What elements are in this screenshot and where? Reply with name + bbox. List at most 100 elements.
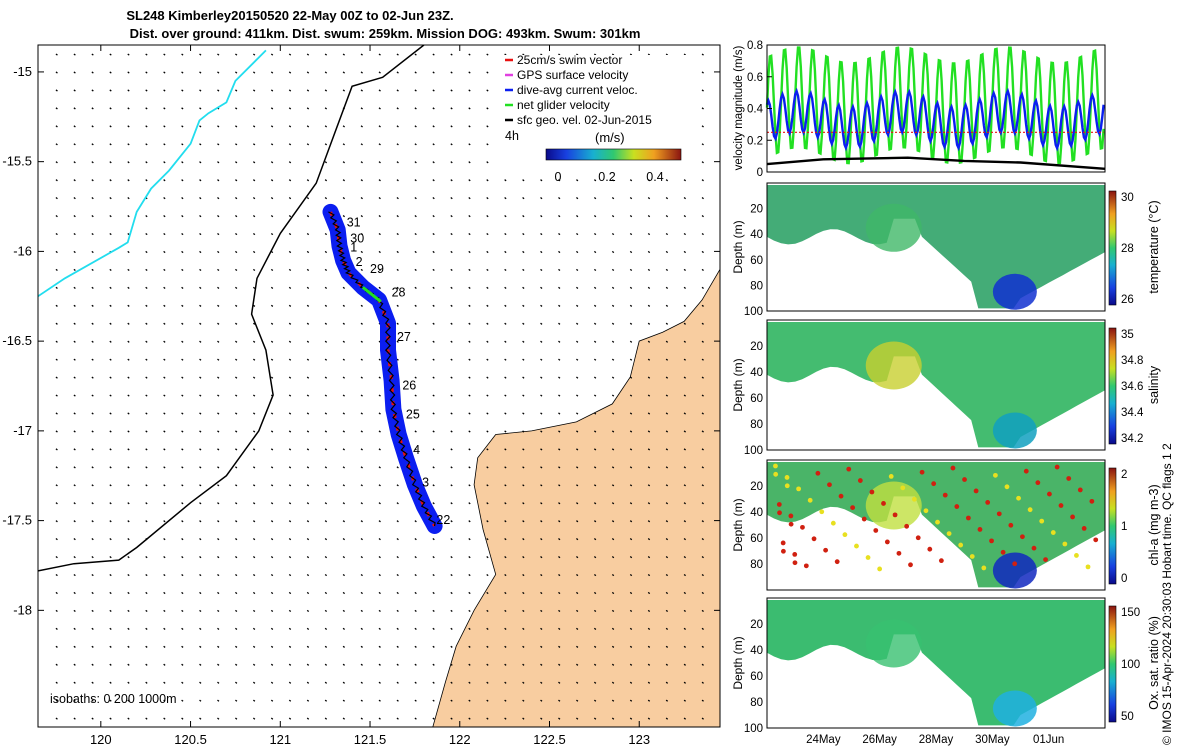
velocity-arrow bbox=[252, 107, 256, 110]
velocity-arrow bbox=[576, 358, 579, 361]
velocity-arrow bbox=[181, 394, 184, 397]
velocity-arrow bbox=[109, 232, 112, 236]
velocity-arrow bbox=[288, 179, 292, 182]
velocity-arrow bbox=[199, 448, 202, 451]
velocity-arrow bbox=[396, 71, 399, 74]
velocity-arrow bbox=[647, 179, 651, 182]
velocity-arrow bbox=[576, 322, 579, 325]
chl-sample-point bbox=[1085, 564, 1091, 570]
velocity-arrow bbox=[558, 555, 561, 559]
chl-sample-point bbox=[811, 536, 817, 542]
velocity-arrow bbox=[181, 555, 184, 559]
velocity-arrow bbox=[127, 717, 130, 720]
velocity-arrow bbox=[324, 107, 328, 110]
velocity-arrow bbox=[109, 322, 112, 325]
velocity-arrow bbox=[235, 466, 238, 469]
velocity-arrow bbox=[288, 538, 292, 541]
velocity-arrow bbox=[288, 53, 292, 56]
velocity-arrow bbox=[683, 699, 687, 702]
velocity-arrow bbox=[163, 430, 166, 433]
velocity-arrow bbox=[576, 663, 579, 666]
velocity-arrow bbox=[163, 609, 166, 613]
velocity-arrow bbox=[683, 502, 687, 505]
velocity-arrow bbox=[360, 573, 363, 577]
velocity-arrow bbox=[199, 663, 202, 666]
velocity-arrow bbox=[450, 322, 453, 325]
velocity-arrow bbox=[522, 197, 525, 200]
velocity-arrow bbox=[127, 627, 130, 630]
velocity-arrow bbox=[324, 520, 328, 523]
velocity-arrow bbox=[342, 717, 346, 720]
velocity-arrow bbox=[306, 466, 310, 469]
colorbar-tick-2: 0.4 bbox=[646, 170, 663, 184]
velocity-arrow bbox=[252, 340, 256, 343]
velocity-arrow bbox=[629, 53, 633, 56]
velocity-arrow bbox=[450, 430, 453, 433]
velocity-arrow bbox=[199, 304, 202, 307]
velocity-arrow bbox=[235, 394, 238, 397]
velocity-tick-label: 0.2 bbox=[747, 135, 763, 147]
velocity-arrow bbox=[558, 197, 561, 200]
velocity-arrow bbox=[647, 681, 651, 684]
chl-sample-point bbox=[1035, 480, 1041, 486]
velocity-arrow bbox=[55, 538, 58, 541]
colorbar-label: chl-a (mg m-3) bbox=[1147, 484, 1161, 565]
velocity-arrow bbox=[55, 609, 58, 613]
velocity-arrow bbox=[217, 394, 220, 397]
velocity-arrow bbox=[217, 268, 220, 272]
velocity-arrow bbox=[665, 717, 669, 720]
section-deep-anomaly bbox=[992, 690, 1037, 727]
velocity-arrow bbox=[450, 143, 453, 146]
chl-sample-point bbox=[962, 477, 967, 482]
velocity-arrow bbox=[342, 197, 346, 200]
velocity-arrow bbox=[432, 286, 435, 289]
depth-tick-label: 40 bbox=[750, 645, 763, 657]
velocity-arrow bbox=[288, 250, 292, 254]
velocity-arrow bbox=[55, 394, 58, 397]
velocity-arrow bbox=[199, 125, 202, 128]
chl-sample-point bbox=[823, 547, 829, 553]
velocity-arrow bbox=[611, 268, 615, 272]
velocity-arrow bbox=[683, 286, 687, 289]
map-frame bbox=[37, 44, 721, 728]
day-label: 27 bbox=[397, 330, 411, 344]
velocity-arrow bbox=[73, 232, 76, 236]
velocity-arrow bbox=[629, 484, 633, 487]
velocity-arrow bbox=[558, 645, 561, 648]
velocity-arrow bbox=[486, 430, 489, 433]
velocity-arrow bbox=[450, 502, 453, 505]
velocity-arrow bbox=[288, 663, 292, 666]
colorbar-label: salinity bbox=[1147, 365, 1161, 404]
velocity-arrow bbox=[504, 232, 507, 236]
velocity-arrow bbox=[701, 609, 704, 613]
velocity-arrow bbox=[252, 53, 256, 56]
velocity-arrow bbox=[181, 340, 184, 343]
velocity-arrow bbox=[73, 591, 76, 595]
velocity-arrow bbox=[522, 179, 525, 182]
velocity-arrow bbox=[199, 645, 202, 648]
velocity-arrow bbox=[73, 214, 76, 218]
velocity-arrow bbox=[540, 286, 543, 289]
velocity-arrow bbox=[522, 681, 525, 684]
velocity-arrow bbox=[558, 376, 561, 379]
chl-sample-point bbox=[1023, 468, 1029, 474]
velocity-arrow bbox=[396, 627, 399, 630]
velocity-arrow bbox=[647, 609, 651, 613]
velocity-arrow bbox=[306, 322, 310, 325]
velocity-arrow bbox=[378, 484, 381, 487]
velocity-arrow bbox=[558, 214, 561, 218]
velocity-arrow bbox=[91, 484, 94, 487]
velocity-arrow bbox=[593, 358, 597, 361]
colorbar-tick-1: 0.2 bbox=[598, 170, 615, 184]
depth-tick-label: 80 bbox=[750, 559, 763, 571]
time-axis: 24May 26May 28May 30May 01Jun bbox=[806, 734, 1064, 746]
velocity-arrow bbox=[127, 430, 130, 433]
velocity-arrow bbox=[199, 53, 202, 56]
velocity-arrow bbox=[522, 358, 525, 361]
velocity-arrow bbox=[342, 448, 346, 451]
velocity-arrow bbox=[378, 71, 381, 74]
velocity-arrow bbox=[306, 340, 310, 343]
velocity-arrow bbox=[306, 609, 310, 613]
velocity-arrow bbox=[396, 502, 399, 505]
date-tick-label: 01Jun bbox=[1033, 734, 1064, 746]
